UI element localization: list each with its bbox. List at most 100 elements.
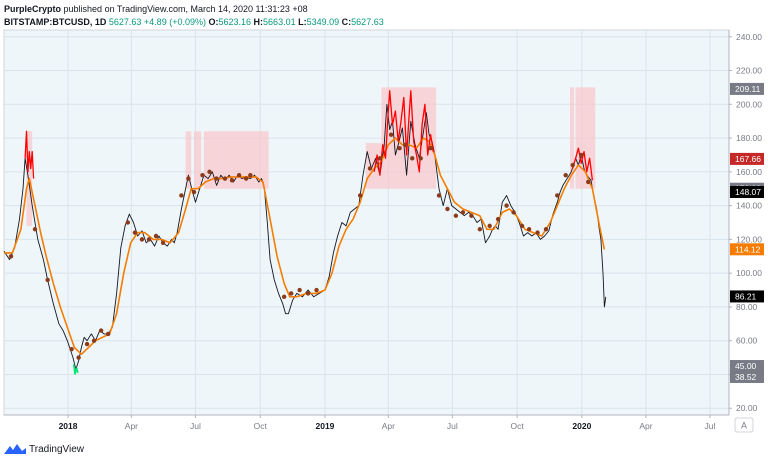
- price-label-box-5: [730, 290, 764, 303]
- auto-scale-button[interactable]: A: [734, 417, 754, 433]
- signal-marker-31: [357, 193, 363, 198]
- overbought-zone-2: [194, 131, 202, 189]
- footer-brand-text: TradingView: [29, 443, 85, 455]
- signal-marker-11: [139, 237, 145, 242]
- overbought-zone-8: [569, 87, 575, 189]
- footer-branding[interactable]: TradingView: [4, 441, 84, 457]
- signal-marker-35: [397, 146, 402, 151]
- overbought-line-2: [572, 147, 594, 181]
- signal-marker-25: [248, 173, 253, 178]
- price-tick-label-3: 80.00: [736, 302, 758, 312]
- signal-marker-4: [76, 355, 81, 360]
- signal-marker-46: [487, 223, 492, 229]
- close-value: 5627.63: [351, 17, 384, 27]
- signal-marker-23: [236, 173, 242, 178]
- signal-marker-54: [555, 193, 560, 198]
- signal-marker-32: [367, 166, 373, 171]
- signal-marker-44: [469, 213, 474, 218]
- time-tick-label-4: 2019: [316, 421, 335, 431]
- signal-marker-10: [132, 230, 138, 235]
- signal-marker-52: [535, 230, 540, 235]
- price-label-1: 167.66: [735, 154, 761, 164]
- signal-marker-20: [214, 176, 219, 181]
- signal-marker-58: [586, 179, 591, 185]
- signal-marker-28: [297, 287, 302, 293]
- price-label-6: 45.00: [735, 361, 757, 371]
- price-tick-label-6: 140.00: [736, 201, 762, 211]
- plot-area[interactable]: [3, 29, 730, 416]
- price-tick-label-5: 120.00: [736, 234, 762, 244]
- signal-marker-57: [578, 152, 584, 158]
- overbought-zone-3: [203, 131, 220, 189]
- price-chart[interactable]: 20.0040.0060.0080.00100.00120.00140.0016…: [0, 0, 768, 440]
- signal-marker-36: [403, 142, 408, 148]
- signal-marker-7: [98, 328, 104, 333]
- signal-marker-49: [511, 210, 516, 215]
- price-tick-label-2: 60.00: [736, 336, 758, 346]
- signal-marker-30: [314, 287, 319, 293]
- signal-marker-26: [281, 294, 287, 299]
- last-price: 5627.63: [108, 17, 142, 27]
- signal-marker-21: [222, 176, 228, 181]
- signal-marker-14: [160, 240, 166, 245]
- price-change: +4.89 (+0.09%): [143, 17, 206, 27]
- time-tick-label-5: Apr: [382, 421, 395, 431]
- signal-marker-51: [526, 227, 532, 232]
- signal-marker-24: [243, 176, 249, 181]
- signal-marker-8: [105, 331, 111, 337]
- signal-marker-3: [69, 346, 74, 352]
- price-label-7: 38.52: [735, 372, 757, 382]
- signal-marker-18: [200, 173, 205, 178]
- high-value: 5663.01: [263, 17, 296, 27]
- signal-marker-17: [191, 189, 197, 195]
- signal-marker-56: [570, 162, 575, 168]
- signal-marker-27: [288, 291, 294, 296]
- signal-marker-45: [477, 227, 483, 232]
- open-label: O:: [208, 17, 219, 27]
- time-axis[interactable]: [4, 415, 729, 435]
- signal-marker-53: [543, 227, 549, 232]
- price-label-box-7: [730, 370, 764, 383]
- signal-marker-5: [84, 341, 90, 347]
- price-tick-label-11: 240.00: [736, 32, 762, 42]
- signal-marker-39: [428, 146, 433, 151]
- signal-marker-1: [32, 227, 38, 232]
- overbought-line-1: [373, 90, 435, 176]
- symbol-line: BITSTAMP:BTCUSD, 1D 5627.63 +4.89 (+0.09…: [4, 16, 764, 29]
- overbought-zone-1: [185, 131, 192, 189]
- time-tick-label-10: Jul: [705, 421, 716, 431]
- price-tick-label-9: 200.00: [736, 99, 762, 109]
- signal-marker-2: [45, 277, 50, 283]
- price-tick-label-4: 100.00: [736, 268, 762, 278]
- signal-marker-29: [305, 291, 311, 296]
- price-tick-label-0: 20.00: [736, 403, 758, 413]
- time-tick-label-6: Jul: [447, 421, 458, 431]
- signal-marker-0: [8, 254, 14, 259]
- time-tick-label-1: Apr: [125, 421, 138, 431]
- signal-marker-47: [495, 216, 501, 222]
- price-axis-labels: 209.11167.66150.00148.07114.1286.2145.00…: [730, 82, 764, 383]
- price-tick-label-7: 160.00: [736, 167, 762, 177]
- signal-marker-38: [418, 156, 423, 161]
- author-name[interactable]: PurpleCrypto: [4, 4, 62, 14]
- signal-marker-19: [207, 169, 212, 175]
- signal-markers: [8, 132, 591, 360]
- open-value: 5623.16: [218, 17, 252, 27]
- signal-marker-48: [504, 203, 509, 208]
- high-label: H:: [253, 17, 264, 27]
- time-axis-ticks: 2018 Apr Jul Oct 2019 Apr Jul Oct 2020 Apr Jul: [59, 415, 716, 431]
- signal-marker-6: [91, 338, 97, 343]
- signal-marker-9: [125, 220, 131, 225]
- auto-scale-label: A: [741, 421, 747, 431]
- signal-marker-34: [388, 132, 394, 137]
- signal-marker-33: [377, 156, 383, 161]
- price-label-box-4: [730, 243, 764, 256]
- symbol-name[interactable]: BITSTAMP:BTCUSD, 1D: [4, 17, 107, 27]
- time-tick-label-8: 2020: [572, 421, 591, 431]
- price-label-box-6: [730, 360, 764, 373]
- signal-marker-55: [563, 173, 568, 178]
- signal-marker-16: [186, 176, 191, 181]
- signal-marker-37: [410, 156, 415, 161]
- close-label: C:: [341, 17, 352, 27]
- publish-line: PurpleCrypto published on TradingView.co…: [4, 3, 764, 16]
